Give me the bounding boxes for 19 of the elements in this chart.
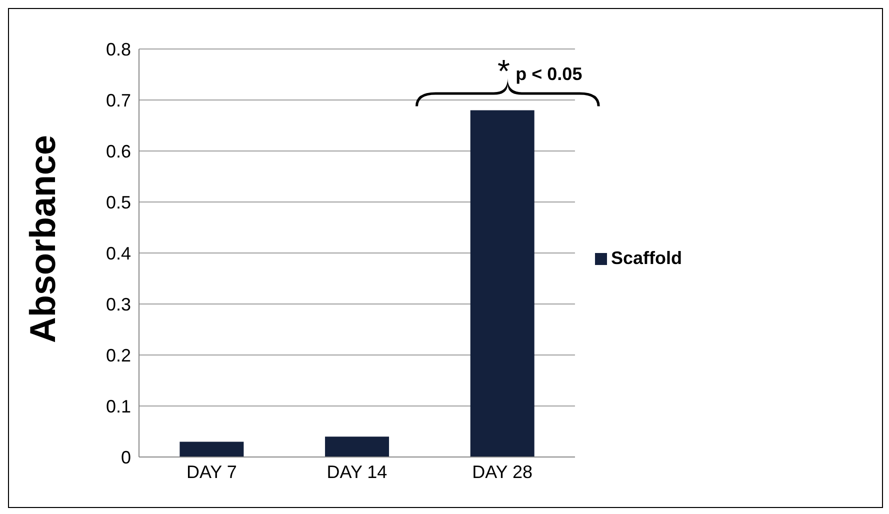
x-tick-label: DAY 28 bbox=[472, 462, 533, 482]
y-tick-label: 0.5 bbox=[106, 192, 131, 212]
y-tick-label: 0.4 bbox=[106, 243, 131, 264]
bar bbox=[180, 442, 244, 457]
y-tick-label: 0 bbox=[120, 447, 131, 468]
bar bbox=[325, 436, 390, 457]
y-tick-label: 0.7 bbox=[106, 90, 131, 110]
legend-label: Scaffold bbox=[610, 248, 682, 268]
y-tick-label: 0.8 bbox=[106, 39, 131, 60]
y-tick-label: 0.6 bbox=[106, 141, 131, 162]
x-tick-label: DAY 7 bbox=[186, 462, 237, 482]
annotation: p < 0.05 bbox=[516, 64, 582, 84]
y-tick-label: 0.1 bbox=[106, 396, 131, 416]
y-tick-label: 0.3 bbox=[106, 294, 131, 314]
y-tick-label: 0.2 bbox=[106, 345, 131, 366]
y-axis-title: Absorbance bbox=[22, 134, 63, 343]
annotation: * bbox=[497, 53, 510, 90]
x-tick-label: DAY 14 bbox=[326, 462, 388, 482]
bar bbox=[470, 110, 534, 457]
